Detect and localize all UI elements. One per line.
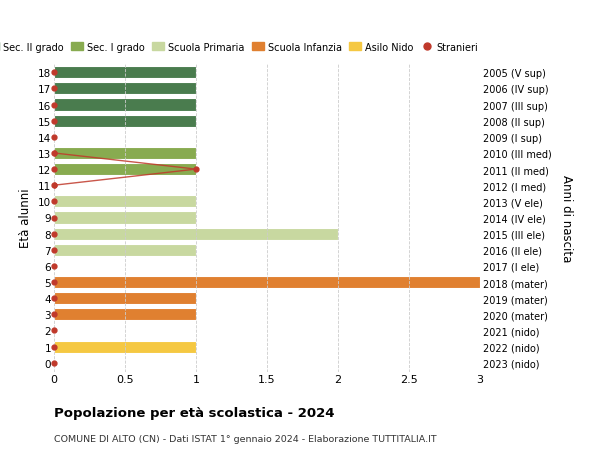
Y-axis label: Anni di nascita: Anni di nascita <box>560 174 573 262</box>
Bar <box>54 148 196 160</box>
Y-axis label: Età alunni: Età alunni <box>19 188 32 248</box>
Bar <box>54 244 196 256</box>
Bar <box>54 115 196 128</box>
Text: COMUNE DI ALTO (CN) - Dati ISTAT 1° gennaio 2024 - Elaborazione TUTTITALIA.IT: COMUNE DI ALTO (CN) - Dati ISTAT 1° genn… <box>54 434 437 443</box>
Bar <box>54 276 480 288</box>
Bar <box>54 196 196 208</box>
Bar <box>54 308 196 321</box>
Bar <box>54 212 196 224</box>
Bar <box>54 164 196 176</box>
Text: Popolazione per età scolastica - 2024: Popolazione per età scolastica - 2024 <box>54 406 335 419</box>
Bar <box>54 83 196 95</box>
Bar <box>54 67 196 79</box>
Legend: Sec. II grado, Sec. I grado, Scuola Primaria, Scuola Infanzia, Asilo Nido, Stran: Sec. II grado, Sec. I grado, Scuola Prim… <box>0 39 482 56</box>
Bar <box>54 99 196 112</box>
Bar <box>54 228 338 240</box>
Bar <box>54 292 196 305</box>
Bar <box>54 341 196 353</box>
